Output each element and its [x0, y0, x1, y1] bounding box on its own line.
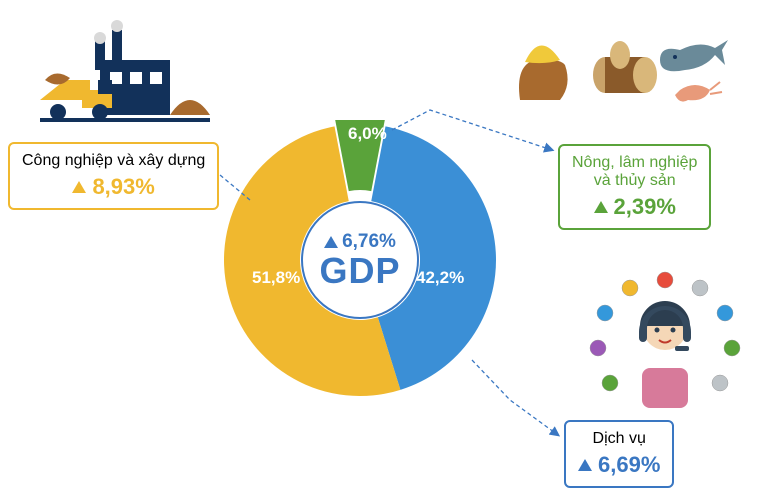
arrow-up-icon	[324, 236, 338, 248]
sector-box-industry: Công nghiệp và xây dựng 8,93%	[8, 142, 219, 210]
sector-box-services: Dịch vụ 6,69%	[564, 420, 674, 488]
slice-percent-industry: 51,8%	[252, 268, 300, 288]
gdp-label: GDP	[319, 253, 400, 289]
sector-label-agri-line1: Nông, lâm nghiệp	[572, 154, 697, 172]
sector-growth-industry: 8,93%	[92, 174, 154, 200]
illustration-agriculture	[510, 10, 730, 110]
arrow-up-icon	[578, 459, 592, 471]
arrow-up-icon	[594, 201, 608, 213]
donut-center: 6,76% GDP	[301, 201, 419, 319]
gdp-donut-chart: 6,76% GDP 6,0% 42,2% 51,8%	[220, 120, 500, 400]
slice-percent-services: 42,2%	[416, 268, 464, 288]
sector-growth-agriculture: 2,39%	[614, 194, 676, 220]
sector-box-agriculture: Nông, lâm nghiệp và thủy sản 2,39%	[558, 144, 711, 230]
illustration-industry	[40, 20, 210, 130]
sector-label-services: Dịch vụ	[578, 430, 660, 448]
arrow-up-icon	[72, 181, 86, 193]
sector-label-industry: Công nghiệp và xây dựng	[22, 152, 205, 170]
slice-percent-agriculture: 6,0%	[348, 124, 387, 144]
sector-growth-services: 6,69%	[598, 452, 660, 478]
illustration-services	[580, 268, 750, 413]
sector-label-agri-line2: và thủy sản	[572, 172, 697, 190]
